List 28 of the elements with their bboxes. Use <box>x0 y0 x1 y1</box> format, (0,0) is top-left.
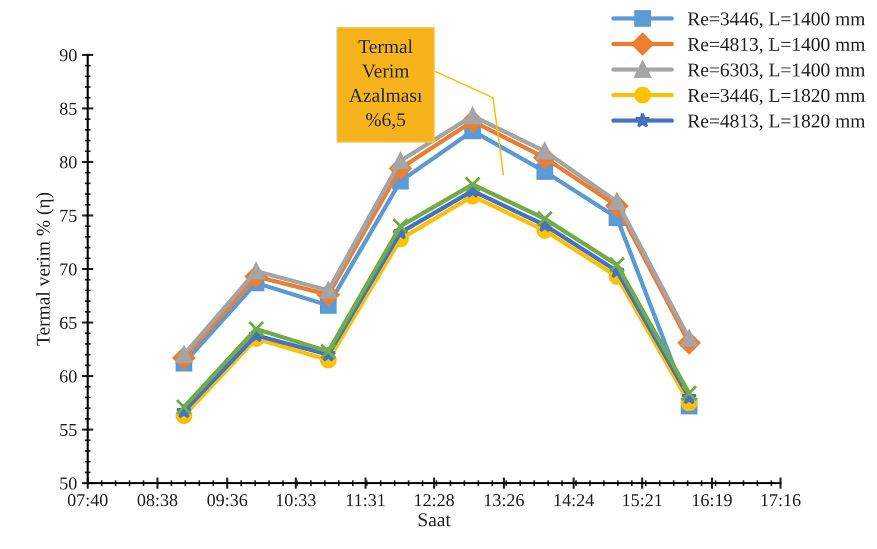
annotation: Termal Verim Azalması %6,5 <box>349 39 422 130</box>
x-tick-label: 13:26 <box>484 494 524 506</box>
legend-label: Re=4813, L=1400 mm <box>688 38 866 54</box>
legend-label: Re=6303, L=1400 mm <box>688 63 866 80</box>
y-tick-label: 90 <box>60 49 77 62</box>
y-tick-label: 80 <box>60 156 77 168</box>
y-axis-title: Termal verim % (η) <box>36 192 54 346</box>
x-axis-title: Saat <box>418 513 451 526</box>
y-tick-label: 85 <box>60 102 77 115</box>
x-tick-label: 17:16 <box>762 494 801 506</box>
x-tick-label: 10:33 <box>276 494 316 506</box>
y-tick-label: 55 <box>60 424 77 436</box>
x-tick-label: 14:24 <box>554 494 594 506</box>
y-tick-label: 60 <box>60 370 77 383</box>
legend-label: Re=3446, L=1400 mm <box>688 12 866 28</box>
y-tick-label: 65 <box>60 316 77 329</box>
x-tick-label: 07:40 <box>68 494 108 506</box>
x-tick-label: 09:36 <box>207 494 248 506</box>
x-tick-label: 11:31 <box>346 494 385 506</box>
x-tick-label: 15:21 <box>623 494 662 506</box>
x-tick-label: 08:38 <box>138 494 178 506</box>
legend-label: Re=3446, L=1820 mm <box>688 88 866 105</box>
y-tick-label: 50 <box>60 477 77 490</box>
y-tick-label: 75 <box>60 210 77 222</box>
x-tick-label: 12:28 <box>415 494 454 506</box>
x-tick-label: 16:19 <box>692 494 732 506</box>
legend-label: Re=4813, L=1820 mm <box>688 114 866 130</box>
y-tick-label: 70 <box>60 263 77 276</box>
